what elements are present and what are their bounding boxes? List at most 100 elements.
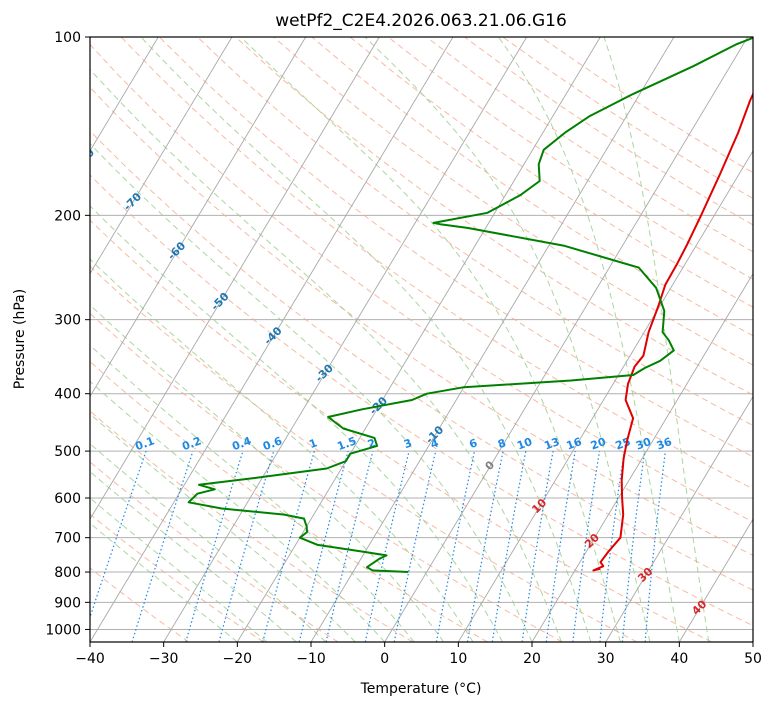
dry-adiabat-line (90, 361, 488, 642)
x-tick-label: 50 (744, 651, 762, 667)
x-tick-label: 20 (523, 651, 541, 667)
x-tick-label: 10 (449, 651, 467, 667)
mixing-ratio-line (325, 450, 374, 642)
mixing-ratio-label: 4 (429, 436, 441, 451)
y-tick-label: 700 (54, 531, 81, 547)
mixing-ratio-lines (90, 450, 666, 642)
mixing-ratio-line (185, 450, 244, 642)
x-tick-label: 40 (670, 651, 688, 667)
plot-area: -100-90-80-70-60-50-40-30-20-10010203040… (74, 37, 753, 642)
moist-adiabat-line (497, 37, 680, 642)
moist-adiabat-line (90, 344, 415, 642)
isotherm-line (90, 37, 307, 398)
moist-adiabat-line (90, 471, 297, 642)
moist-adiabats (90, 37, 710, 642)
pressure-grid (90, 37, 753, 630)
isotherm-line (605, 395, 753, 642)
x-axis-ticks: −40 −30 −20 −10 0 10 20 30 40 50 (75, 642, 762, 667)
moist-adiabat-line (603, 37, 710, 642)
moist-adiabat-line (90, 205, 503, 642)
mixing-ratio-label: 8 (496, 436, 508, 451)
mixing-ratio-label: 13 (543, 435, 562, 452)
profile-series (187, 37, 753, 573)
isotherm-line (384, 37, 749, 642)
mixing-ratio-labels: 0.1 0.2 0.4 0.6 1 1.5 2 3 4 6 8 10 13 16 20 25 30 36 (133, 434, 673, 453)
isotherm-line (457, 149, 753, 642)
dry-adiabat-line (90, 312, 563, 642)
isotherm-line (531, 272, 753, 642)
mixing-ratio-line (298, 450, 349, 642)
moist-adiabat-line (140, 37, 592, 642)
isotherm-line (90, 37, 454, 642)
mixing-ratio-label: 1.5 (336, 434, 359, 453)
mixing-ratio-label: 1 (307, 436, 319, 451)
mixing-ratio-line (393, 450, 437, 642)
plot-frame (89, 36, 754, 643)
isotherm-line (678, 518, 753, 642)
y-tick-label: 400 (54, 387, 81, 403)
moist-adiabat-line (90, 68, 562, 642)
mixing-ratio-line (218, 450, 275, 642)
mixing-ratio-label: 20 (589, 435, 608, 453)
mixing-ratio-line (545, 451, 576, 642)
mixing-ratio-line (262, 450, 315, 642)
mixing-ratio-label: 6 (468, 436, 480, 451)
x-tick-label: 30 (597, 651, 615, 667)
moist-adiabat-line (364, 37, 651, 642)
moist-adiabat-line (90, 380, 386, 642)
dry-adiabat-line (120, 37, 753, 490)
y-axis-ticks: 100 200 300 400 500 600 700 800 900 1000 (45, 30, 90, 638)
dewpoint-line (187, 37, 753, 573)
moist-adiabat-line (90, 443, 327, 642)
dry-adiabat-line (158, 37, 753, 458)
y-tick-label: 200 (54, 208, 81, 224)
dry-adiabat-line (311, 37, 753, 337)
mixing-ratio-label: 0.1 (133, 434, 156, 453)
mixing-ratio-label: 30 (634, 435, 653, 453)
dry-adiabat-line (90, 219, 712, 642)
skewed-isotherms (90, 37, 753, 642)
mixing-ratio-line (644, 451, 666, 642)
y-tick-label: 800 (54, 565, 81, 581)
y-tick-label: 600 (54, 491, 81, 507)
mixing-ratio-line (572, 451, 601, 642)
x-tick-label: −40 (75, 651, 105, 667)
moist-adiabat-line (240, 37, 621, 642)
mixing-ratio-line (131, 450, 194, 642)
dry-adiabat-line (197, 37, 753, 427)
mixing-ratio-label: 10 (515, 435, 534, 453)
mixing-ratio-label: 2 (366, 436, 378, 451)
y-tick-label: 1000 (45, 622, 81, 638)
mixing-ratio-line (621, 451, 646, 642)
moist-adiabat-line (90, 304, 444, 642)
mixing-ratio-line (364, 450, 410, 642)
mixing-ratio-label: 0.6 (261, 434, 284, 453)
isotherm-line (90, 37, 233, 275)
isotherm-label: -80 (74, 146, 97, 169)
moist-adiabat-line (90, 258, 474, 642)
isotherm-line (236, 37, 601, 642)
isotherm-line (90, 37, 159, 152)
mixing-ratio-line (599, 451, 625, 642)
dry-adiabat-line (90, 513, 264, 642)
dry-adiabat-line (90, 265, 638, 642)
y-tick-label: 100 (54, 30, 81, 46)
mixing-ratio-label: 0.2 (180, 434, 203, 453)
moist-adiabat-line (90, 413, 356, 642)
mixing-ratio-line (521, 450, 554, 642)
mixing-ratio-label: 36 (655, 435, 674, 453)
dry-adiabat-line (90, 567, 190, 642)
y-axis-title: Pressure (hPa) (12, 289, 28, 389)
x-tick-label: −20 (223, 651, 253, 667)
dry-adiabat-line (349, 37, 753, 308)
chart-title: wetPf2_C2E4.2026.063.21.06.G16 (275, 11, 567, 31)
moist-adiabat-line (90, 142, 533, 642)
isotherm-line (90, 37, 380, 521)
x-tick-label: 0 (380, 651, 389, 667)
y-tick-label: 300 (54, 313, 81, 329)
mixing-ratio-label: 0.4 (230, 434, 253, 453)
y-tick-label: 900 (54, 595, 81, 611)
x-tick-label: −10 (296, 651, 326, 667)
